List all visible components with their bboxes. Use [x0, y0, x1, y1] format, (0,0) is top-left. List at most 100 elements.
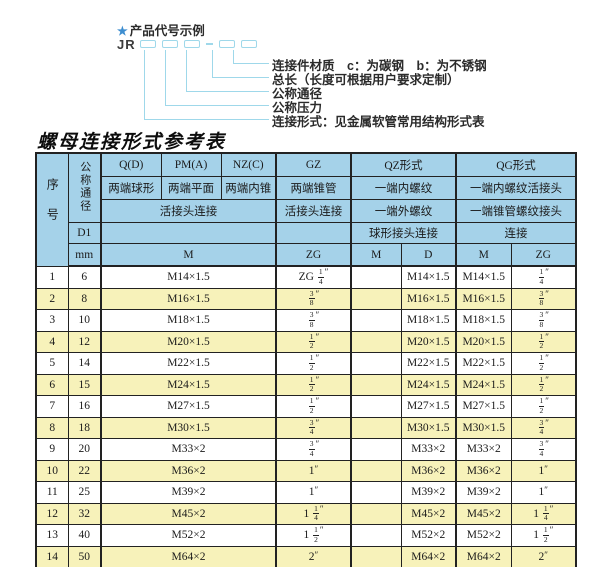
header-desc-nzc: 两端内锥 [220, 176, 277, 200]
cell-qz_d: M36×2 [400, 459, 457, 482]
cell-dn: 15 [67, 373, 102, 396]
cell-qg_m: M27×1.5 [455, 395, 512, 418]
cell-zg: 3 8 ″ [275, 287, 352, 310]
cell-qz_d: M24×1.5 [400, 373, 457, 396]
cell-qz_m [350, 545, 402, 567]
cell-qg_zg: 1 2 ″ [510, 352, 577, 375]
table-row: 1 6 M14×1.5 ZG 1 4 ″ M14×1.5 M14×1.5 1 4 ″ [35, 265, 577, 289]
cell-zg: 3 4 ″ [275, 416, 352, 439]
cell-dn: 25 [67, 481, 102, 504]
cell-m: M27×1.5 [100, 395, 277, 418]
table-row: 12 32 M45×2 1 1 4 ″ M45×2 M45×2 1 1 4 ″ [35, 502, 577, 525]
cell-dn: 32 [67, 502, 102, 525]
cell-no: 2 [35, 287, 69, 310]
cell-no: 5 [35, 352, 69, 375]
cell-qz_d: M18×1.5 [400, 309, 457, 332]
table-row: 5 14 M22×1.5 1 2 ″ M22×1.5 M22×1.5 1 2 ″ [35, 352, 577, 375]
cell-dn: 18 [67, 416, 102, 439]
cell-no: 4 [35, 330, 69, 353]
cell-zg: 3 4 ″ [275, 438, 352, 461]
header-subconn-qz: 球形接头连接 [350, 222, 457, 244]
connector-line [186, 50, 269, 92]
cell-m: M16×1.5 [100, 287, 277, 310]
cell-qg_zg: 1″ [510, 459, 577, 482]
cell-qz_m [350, 373, 402, 396]
cell-zg: 1″ [275, 459, 352, 482]
connector-line [144, 50, 269, 120]
cell-dn: 6 [67, 265, 102, 289]
header-unit-qg-zg: ZG [510, 243, 577, 267]
cell-no: 14 [35, 545, 69, 567]
cell-no: 13 [35, 524, 69, 547]
cell-zg: 3 8 ″ [275, 309, 352, 332]
header-unit-zg: ZG [275, 243, 352, 267]
cell-qz_d: M20×1.5 [400, 330, 457, 353]
header-blank-left [100, 222, 277, 244]
cell-zg: 1 2 ″ [275, 330, 352, 353]
cell-no: 3 [35, 309, 69, 332]
cell-qg_m: M18×1.5 [455, 309, 512, 332]
cell-no: 7 [35, 395, 69, 418]
cell-qg_zg: 1 1 4 ″ [510, 502, 577, 525]
cell-qz_d: M39×2 [400, 481, 457, 504]
code-example-heading: ★ 产品代号示例 [117, 20, 205, 39]
cell-qz_d: M52×2 [400, 524, 457, 547]
cell-qz_d: M64×2 [400, 545, 457, 567]
table-row: 9 20 M33×2 3 4 ″ M33×2 M33×2 3 4 ″ [35, 438, 577, 461]
cell-qz_m [350, 502, 402, 525]
cell-no: 8 [35, 416, 69, 439]
code-dash [205, 43, 213, 45]
cell-m: M33×2 [100, 438, 277, 461]
cell-qg_m: M52×2 [455, 524, 512, 547]
header-serial: 序号 [35, 152, 69, 267]
cell-qz_d: M14×1.5 [400, 265, 457, 289]
header-desc-gz: 两端锥管 [275, 176, 352, 200]
cell-zg: ZG 1 4 ″ [275, 265, 352, 289]
cell-dn: 16 [67, 395, 102, 418]
cell-qz_m [350, 395, 402, 418]
cell-dn: 14 [67, 352, 102, 375]
cell-m: M20×1.5 [100, 330, 277, 353]
code-example-title: 产品代号示例 [129, 24, 205, 38]
cell-no: 9 [35, 438, 69, 461]
cell-qz_m [350, 265, 402, 289]
header-form-qd: Q(D) [100, 152, 162, 177]
header-conn-qg: 一端锥管螺纹接头 [455, 199, 577, 223]
cell-qg_m: M30×1.5 [455, 416, 512, 439]
cell-qz_d: M30×1.5 [400, 416, 457, 439]
cell-qg_zg: 1 2 ″ [510, 330, 577, 353]
header-desc-qd: 两端球形 [100, 176, 162, 200]
cell-qz_d: M33×2 [400, 438, 457, 461]
table-body: 1 6 M14×1.5 ZG 1 4 ″ M14×1.5 M14×1.5 1 4 ″ 2 8 M16×1.… [35, 265, 577, 567]
cell-qz_m [350, 309, 402, 332]
star-icon: ★ [117, 24, 128, 38]
cell-qz_m [350, 352, 402, 375]
cell-qz_m [350, 330, 402, 353]
cell-qz_d: M27×1.5 [400, 395, 457, 418]
cell-qz_m [350, 524, 402, 547]
connector-line [212, 50, 269, 78]
table-row: 7 16 M27×1.5 1 2 ″ M27×1.5 M27×1.5 1 2 ″ [35, 395, 577, 418]
cell-qz_m [350, 416, 402, 439]
header-unit-qg-m: M [455, 243, 512, 267]
table-row: 4 12 M20×1.5 1 2 ″ M20×1.5 M20×1.5 1 2 ″ [35, 330, 577, 353]
cell-qz_m [350, 459, 402, 482]
table-row: 11 25 M39×2 1″ M39×2 M39×2 1″ [35, 481, 577, 504]
table-row: 2 8 M16×1.5 3 8 ″ M16×1.5 M16×1.5 3 8 ″ [35, 287, 577, 310]
cell-zg: 1″ [275, 481, 352, 504]
header-form-gz: GZ [275, 152, 352, 177]
cell-qg_zg: 3 4 ″ [510, 416, 577, 439]
table-row: 8 18 M30×1.5 3 4 ″ M30×1.5 M30×1.5 3 4 ″ [35, 416, 577, 439]
cell-zg: 1 2 ″ [275, 395, 352, 418]
cell-m: M18×1.5 [100, 309, 277, 332]
